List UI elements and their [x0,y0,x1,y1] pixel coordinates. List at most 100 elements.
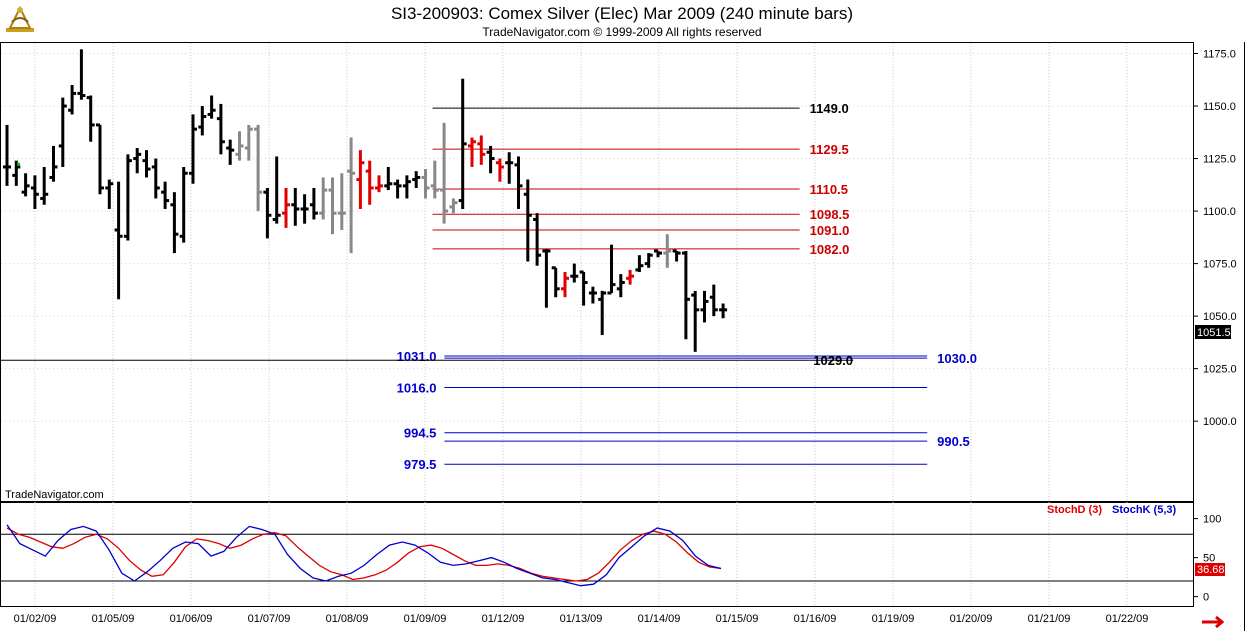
date-tick-label: 01/19/09 [872,613,915,625]
ohlc-bar [384,166,393,191]
date-tick-label: 01/13/09 [560,613,603,625]
price-level-label: 1091.0 [810,223,850,238]
ohlc-bar [635,255,644,272]
ohlc-bar [170,192,179,254]
ohlc-bar [347,137,356,254]
ohlc-bar [421,169,430,199]
last-price-label: 1051.5 [1197,327,1231,339]
ohlc-bar [644,253,653,268]
ohlc-bar [375,175,383,193]
ohlc-bar [328,177,337,235]
price-tick-label: 1175.0 [1203,49,1236,61]
date-tick-label: 01/15/09 [716,613,759,625]
chart-title: SI3-200903: Comex Silver (Elec) Mar 2009… [391,4,853,23]
ohlc-bar [319,177,328,220]
ohlc-bar [86,95,95,142]
ohlc-bar [719,303,728,319]
price-level-label: 1016.0 [397,381,437,396]
ohlc-bar [561,272,569,298]
price-tick-label: 1025.0 [1203,364,1237,376]
date-tick-label: 01/08/09 [326,613,369,625]
ohlc-bar [123,154,132,241]
stoch-last-tag: 36.68 [1195,563,1225,576]
ohlc-bar [533,213,542,266]
stochk-line [6,524,722,587]
price-axis: 1175.0 1150.0 1125.0 1100.0 1075.0 1050.0 1025… [1,49,1237,428]
stoch-tick-label: 0 [1203,592,1209,604]
price-level-label: 1031.0 [397,349,437,364]
price-level-label: 1110.5 [810,182,848,197]
ohlc-bar [468,137,476,167]
vertical-gridlines [34,43,1128,606]
price-level-label: 1082.0 [810,242,850,257]
ohlc-bar [365,160,374,205]
price-level-label: 1030.0 [937,351,977,366]
price-tick-label: 1050.0 [1203,311,1237,323]
ohlc-bar [393,179,402,199]
date-tick-label: 01/09/09 [404,613,447,625]
ohlc-bar [244,124,253,161]
ohlc-bar [412,171,421,188]
ohlc-bar [607,244,616,295]
ohlc-bar [254,124,263,212]
date-tick-label: 01/07/09 [248,613,291,625]
logo [6,5,34,32]
price-level-label: 1098.5 [810,207,850,222]
ohlc-bar [337,173,346,230]
price-tick-label: 1000.0 [1203,416,1237,428]
date-tick-label: 01/06/09 [170,613,213,625]
price-tick-label: 1150.0 [1203,101,1236,113]
ohlc-bar [40,166,49,205]
stoch-tick-label: 50 [1203,553,1215,565]
ohlc-bar [495,158,504,182]
ohlc-bar [30,175,39,209]
ohlc-bar [588,286,597,304]
price-tick-label: 1100.0 [1203,206,1236,218]
ohlc-bar [430,160,439,199]
ohlc-bar [207,95,216,119]
ohlc-bar [309,187,318,220]
last-price-tag: 1051.5 [1195,325,1231,339]
date-tick-label: 01/02/09 [14,613,57,625]
price-level-label: 990.5 [937,434,970,449]
ohlc-bar [663,234,672,268]
ohlc-bar [458,78,467,209]
chart-copyright: TradeNavigator.com © 1999-2009 All right… [482,25,761,39]
ohlc-bar [691,290,700,352]
ohlc-bar [672,249,681,262]
ohlc-bar [189,114,197,184]
date-tick-label: 01/05/09 [92,613,135,625]
ohlc-bar [49,145,58,182]
ohlc-bar [356,150,365,209]
date-tick-label: 01/12/09 [482,613,525,625]
right-arrow-icon[interactable] [1202,615,1225,629]
price-level-label: 994.5 [404,426,437,441]
ohlc-bar [282,187,290,228]
ohlc-bar [58,97,67,167]
stochastic-panel: 100 50 0 [1,514,1221,604]
ohlc-bar [542,248,551,308]
stoch-tick-label: 100 [1203,514,1221,526]
ohlc-bar [440,122,449,224]
ohlc-bar [477,135,486,165]
ohlc-bar [216,103,225,155]
ohlc-bar [161,181,170,209]
ohlc-bar [709,284,718,317]
ohlc-bar [598,290,607,336]
date-axis: 01/02/09 01/05/09 01/06/09 01/07/09 01/08/09… [14,613,1149,625]
ohlc-bar [226,139,235,165]
legend-stochk: StochK (5,3) [1112,504,1177,516]
ohlc-bar [579,270,588,306]
ohlc-bar [616,274,625,298]
sextant-icon [6,5,34,32]
ohlc-bar [272,156,281,224]
ohlc-bar [179,166,188,243]
ohlc-bar [235,131,244,161]
ohlc-bar [291,187,300,226]
ohlc-bar [142,150,151,178]
ohlc-bar [402,175,411,199]
ohlc-bar [523,179,532,262]
ohlc-bar [654,249,662,258]
